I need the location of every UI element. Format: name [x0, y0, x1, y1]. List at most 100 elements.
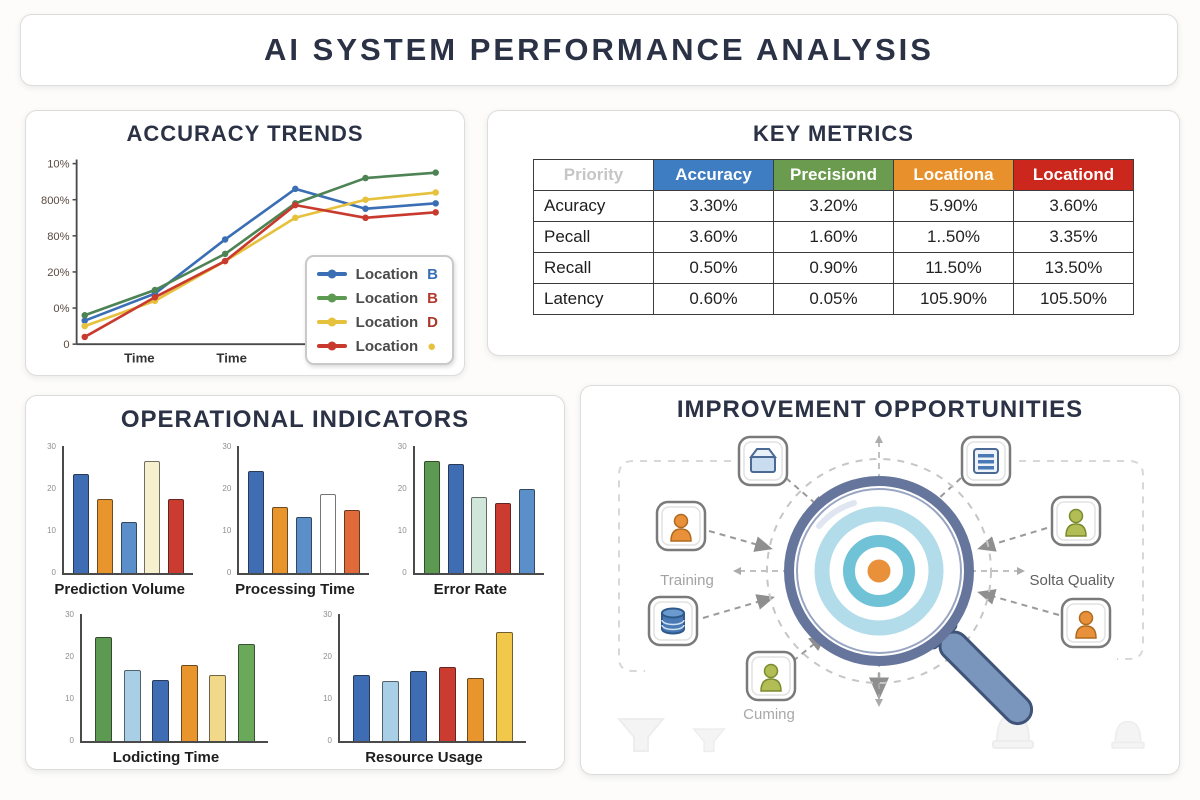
y-tick-labels: 30 20 10 0	[323, 610, 332, 745]
bar-chart-label: Prediction Volume	[54, 581, 185, 598]
bar	[248, 471, 265, 573]
metric-value: 3.30%	[653, 190, 774, 222]
bar	[123, 669, 141, 741]
bar-chart-label: Resource Usage	[365, 749, 483, 766]
bar-plot: 30 20 10 0	[323, 610, 526, 745]
bar-chart-resource-usage: 30 20 10 0 Resource Usage	[318, 610, 530, 766]
bar	[95, 636, 113, 741]
bar-plot: 30 20 10 0	[222, 442, 369, 577]
operational-indicators-card: OPERATIONAL INDICATORS 30 20 10 0 Predictio…	[25, 395, 565, 770]
target-outer-ring	[814, 506, 944, 636]
background-doodles	[616, 713, 1145, 753]
y-tick-labels: 30 20 10 0	[397, 442, 407, 577]
key-metrics-title: KEY METRICS	[753, 121, 914, 146]
svg-text:800%: 800%	[41, 195, 70, 207]
metric-value: 3.60%	[1013, 190, 1134, 222]
bar	[447, 463, 464, 573]
data-quality-label: Solta Quality	[1029, 572, 1115, 589]
column-header: Precisiond	[773, 159, 894, 191]
column-header: Accuracy	[653, 159, 774, 191]
target-inner-ring	[843, 535, 915, 607]
improvement-opportunities-card: IMPROVEMENT OPPORTUNITIES	[580, 385, 1180, 775]
person-icon	[745, 650, 797, 702]
ops-row-2: 30 20 10 0 Lodicting Time 30 20 10 0 Resource …	[26, 610, 564, 766]
bar-chart-label: Processing Time	[235, 581, 355, 598]
key-metrics-table-wrap: Priority Accuracy Precisiond Locationa Locat…	[488, 159, 1179, 315]
bars-group	[82, 614, 268, 741]
row-label: Acuracy	[533, 190, 654, 222]
bar-plot: 30 20 10 0	[398, 442, 544, 577]
accuracy-trends-chart: 0 0% 20% 80% 800% 10% Time Time Location B Locat…	[32, 153, 458, 371]
metric-value: 0.05%	[773, 283, 894, 315]
legend-line-sample	[316, 293, 347, 303]
table-row: Acuracy 3.30% 3.20% 5.90% 3.60%	[533, 190, 1134, 222]
bars-group	[340, 614, 526, 741]
ops-row-1: 30 20 10 0 Prediction Volume 30 20 10 0 Proces…	[26, 442, 564, 598]
bar	[471, 496, 488, 573]
bar	[319, 494, 336, 573]
bar-chart-label: Lodicting Time	[112, 749, 220, 766]
bar	[168, 499, 185, 573]
target-bullseye	[865, 557, 893, 585]
bar-chart-label: Error Rate	[433, 581, 507, 598]
dashed-connectors	[618, 460, 1144, 700]
bar-plot: 30 20 10 0	[65, 610, 268, 745]
bar-chart-error-rate: 30 20 10 0 Error Rate	[393, 442, 548, 598]
operational-indicators-title: OPERATIONAL INDICATORS	[120, 406, 470, 433]
legend-line-sample	[316, 269, 347, 279]
legend-label: Location	[355, 337, 419, 355]
metric-value: 3.35%	[1013, 221, 1134, 253]
column-header: Locationd	[1013, 159, 1134, 191]
legend-entry: Location B	[316, 286, 438, 310]
bar-chart-processing-time: 30 20 10 0 Processing Time	[217, 442, 372, 598]
magnifier-target-illustration	[733, 435, 1034, 726]
metric-value: 13.50%	[1013, 252, 1134, 284]
table-row: Pecall 3.60% 1.60% 1..50% 3.35%	[533, 221, 1134, 253]
person-icon	[1060, 597, 1112, 649]
accuracy-trends-title: ACCURACY TRENDS	[126, 121, 364, 146]
bar	[237, 644, 256, 741]
person-icon	[655, 500, 707, 552]
improvement-illustration: Training Solta Quality Cuming	[616, 435, 1145, 753]
database-icon	[647, 595, 699, 647]
bar	[467, 677, 485, 741]
tuning-label: Cuming	[743, 706, 795, 723]
svg-text:80%: 80%	[47, 231, 69, 243]
bar	[438, 667, 456, 741]
chart-legend: Location B Location B Location D Location ●	[304, 255, 454, 365]
legend-label-suffix: B	[427, 289, 438, 307]
metric-value: 1..50%	[893, 221, 1014, 253]
person-icon	[1050, 495, 1102, 547]
accuracy-trends-card: ACCURACY TRENDS 0 0% 20% 80% 800% 10% Time Time…	[25, 110, 465, 376]
bar-plot: 30 20 10 0	[47, 442, 194, 577]
row-label: Pecall	[533, 221, 654, 253]
legend-entry: Location ●	[316, 334, 438, 358]
svg-text:Time: Time	[124, 350, 155, 365]
y-tick-labels: 30 20 10 0	[65, 610, 74, 745]
bar	[96, 499, 113, 573]
training-label: Training	[660, 572, 714, 589]
metric-value: 3.20%	[773, 190, 894, 222]
bar	[73, 473, 90, 573]
metric-value: 11.50%	[893, 252, 1014, 284]
improvement-opportunities-title: IMPROVEMENT OPPORTUNITIES	[676, 396, 1084, 423]
metric-value: 0.60%	[653, 283, 774, 315]
metric-value: 5.90%	[893, 190, 1014, 222]
legend-label: Location	[355, 313, 419, 331]
bar	[495, 631, 514, 741]
svg-text:10%: 10%	[47, 159, 69, 171]
metric-value: 105.90%	[893, 283, 1014, 315]
row-label: Latency	[533, 283, 654, 315]
table-row: Latency 0.60% 0.05% 105.90% 105.50%	[533, 283, 1134, 315]
svg-text:Time: Time	[216, 350, 247, 365]
metric-value: 1.60%	[773, 221, 894, 253]
bar-chart-lodicting-time: 30 20 10 0 Lodicting Time	[60, 610, 272, 766]
metric-value: 105.50%	[1013, 283, 1134, 315]
bar	[353, 674, 371, 741]
bars-group	[64, 446, 193, 573]
bar	[381, 681, 399, 741]
bar	[518, 489, 535, 573]
bar	[410, 671, 428, 741]
svg-text:0%: 0%	[53, 303, 69, 315]
